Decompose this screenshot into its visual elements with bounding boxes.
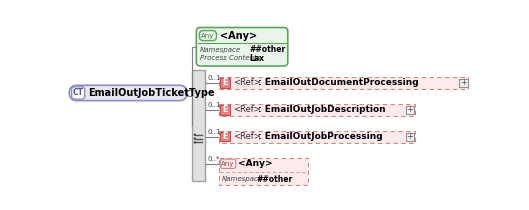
Circle shape xyxy=(194,138,196,140)
FancyBboxPatch shape xyxy=(69,85,187,101)
Text: 0..1: 0..1 xyxy=(207,129,221,135)
Text: ##other: ##other xyxy=(256,175,292,184)
Text: Namespace: Namespace xyxy=(200,47,241,53)
Text: 0..1: 0..1 xyxy=(207,102,221,108)
Text: Process Contents: Process Contents xyxy=(200,55,261,61)
Bar xyxy=(219,131,415,143)
Text: Any: Any xyxy=(222,161,235,167)
Text: : EmailOutJobDescription: : EmailOutJobDescription xyxy=(258,105,385,114)
FancyBboxPatch shape xyxy=(221,159,236,168)
Text: Lax: Lax xyxy=(249,54,264,63)
Text: <Any>: <Any> xyxy=(220,31,257,41)
Text: Any: Any xyxy=(201,33,215,39)
Bar xyxy=(219,77,468,89)
Text: ##other: ##other xyxy=(249,45,285,54)
Bar xyxy=(221,132,231,142)
Text: +: + xyxy=(406,132,413,141)
Text: +: + xyxy=(460,79,467,87)
Bar xyxy=(219,158,308,185)
Bar xyxy=(219,104,415,116)
Circle shape xyxy=(194,134,196,136)
Text: EmailOutJobTicketType: EmailOutJobTicketType xyxy=(88,88,214,98)
Text: Namespace: Namespace xyxy=(222,176,263,182)
Text: 0..*: 0..* xyxy=(207,156,220,162)
FancyBboxPatch shape xyxy=(199,31,216,41)
Text: E: E xyxy=(223,105,228,114)
Bar xyxy=(406,133,414,141)
Text: +: + xyxy=(406,105,413,114)
Text: 0..1: 0..1 xyxy=(207,75,221,81)
Bar xyxy=(221,105,231,114)
Bar xyxy=(459,79,468,87)
Bar xyxy=(193,70,205,181)
Text: <Ref>: <Ref> xyxy=(233,79,260,87)
Bar xyxy=(406,106,414,114)
Text: : EmailOutDocumentProcessing: : EmailOutDocumentProcessing xyxy=(258,79,418,87)
Text: <Ref>: <Ref> xyxy=(233,132,260,141)
Text: CT: CT xyxy=(72,88,84,97)
FancyBboxPatch shape xyxy=(71,87,85,99)
Text: <Ref>: <Ref> xyxy=(233,105,260,114)
FancyBboxPatch shape xyxy=(196,28,288,66)
Bar xyxy=(187,90,193,96)
Text: <Any>: <Any> xyxy=(238,159,273,168)
Circle shape xyxy=(194,141,196,144)
Text: E: E xyxy=(223,79,228,87)
Text: E: E xyxy=(223,132,228,141)
Text: : EmailOutJobProcessing: : EmailOutJobProcessing xyxy=(258,132,382,141)
Bar xyxy=(221,78,231,88)
